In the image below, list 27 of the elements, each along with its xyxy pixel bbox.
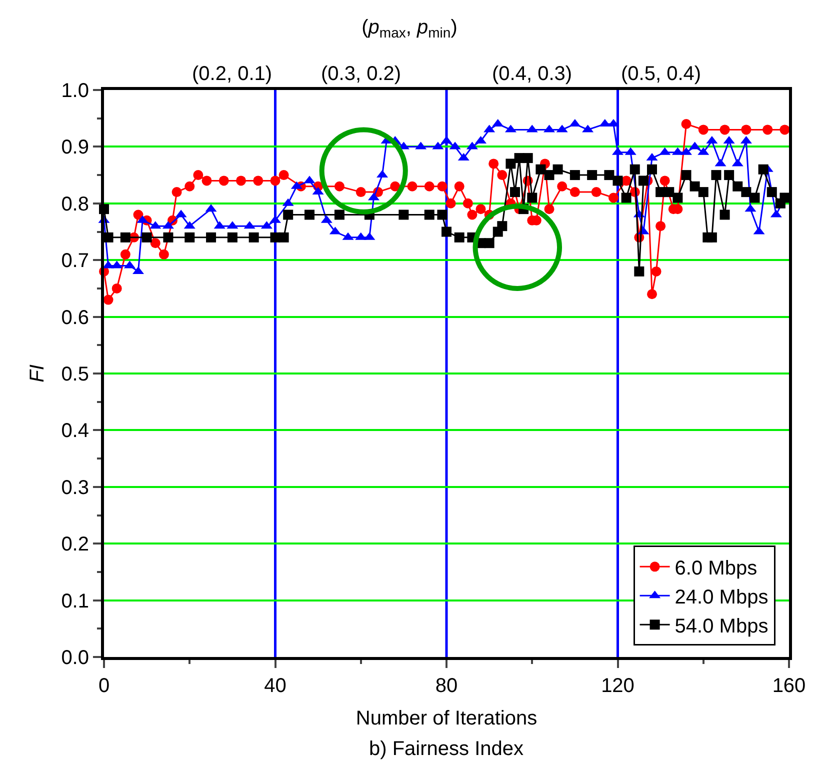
y-tick-label: 0.2 bbox=[61, 534, 89, 556]
x-tick-label: 40 bbox=[264, 675, 286, 697]
legend-label: 24.0 Mbps bbox=[674, 586, 768, 608]
y-tick-label: 0.7 bbox=[61, 250, 89, 272]
x-tick-label: 0 bbox=[98, 675, 110, 697]
text: (0.5, 0.4) bbox=[621, 63, 702, 85]
text: (0.4, 0.3) bbox=[492, 63, 572, 85]
x-tick-label: 80 bbox=[435, 675, 458, 697]
y-tick-label: 1.0 bbox=[61, 80, 89, 102]
x-axis-title: Number of Iterations bbox=[356, 708, 538, 730]
x-tick-label: 160 bbox=[772, 675, 806, 697]
y-axis-title: FI bbox=[26, 364, 49, 382]
y-tick-label: 0.5 bbox=[61, 364, 89, 386]
y-tick-label: 0.8 bbox=[61, 193, 89, 216]
text: (0.3, 0.2) bbox=[321, 63, 402, 85]
legend-label: 54.0 Mbps bbox=[674, 615, 768, 638]
y-tick-label: 0.9 bbox=[61, 136, 89, 159]
x-tick-label: 120 bbox=[601, 675, 634, 697]
y-tick-label: 0.6 bbox=[61, 306, 89, 329]
text: (0.2, 0.1) bbox=[192, 63, 272, 85]
y-tick-label: 0.4 bbox=[61, 420, 89, 442]
y-tick-label: 0.1 bbox=[61, 590, 89, 612]
text: b) Fairness Index bbox=[369, 738, 524, 760]
y-tick-label: 0.0 bbox=[61, 647, 89, 669]
legend-label: 6.0 Mbps bbox=[674, 557, 758, 580]
y-tick-label: 0.3 bbox=[61, 476, 89, 499]
chart-title: (p$_{max}$, p$_{min}$) bbox=[362, 16, 458, 41]
